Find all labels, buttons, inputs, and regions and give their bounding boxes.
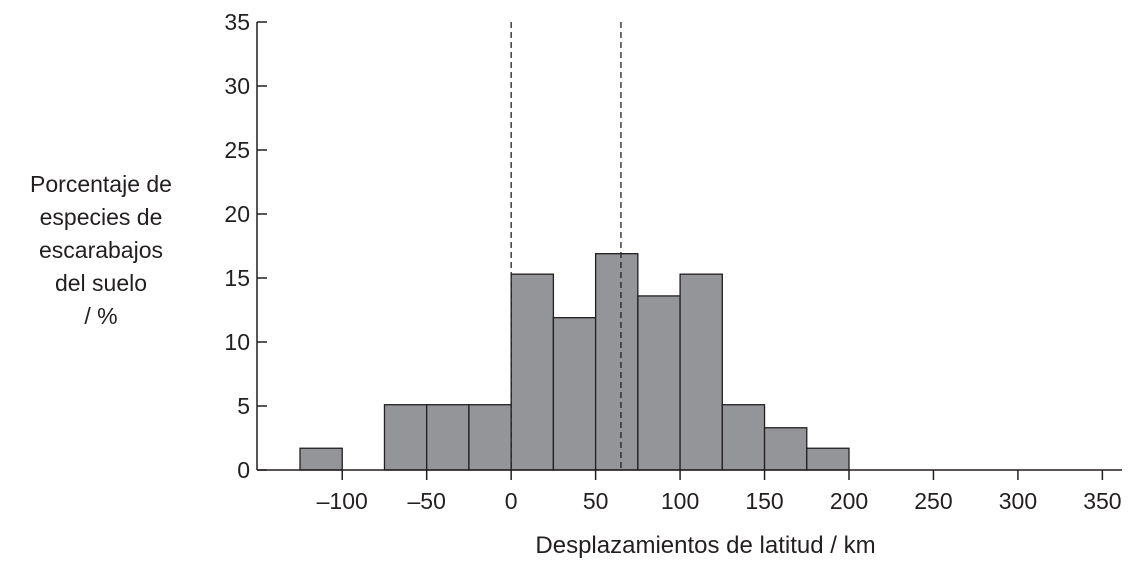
histogram-bar <box>594 253 639 471</box>
y-axis-title: Porcentaje de especies de escarabajos del s… <box>30 171 172 329</box>
x-tick-label: –100 <box>317 488 368 514</box>
histogram-bar <box>552 317 597 471</box>
x-tick-label: 50 <box>583 488 609 514</box>
y-axis-title-line: / % <box>84 303 117 329</box>
y-tick-label: 35 <box>224 9 250 35</box>
y-tick-label: 0 <box>237 457 250 483</box>
x-tick-label: 350 <box>1083 488 1121 514</box>
y-ticks-layer: 0 5 10 15 20 25 30 35 <box>224 9 267 483</box>
x-ticks-layer: –100 –50 0 50 100 150 200 250 300 350 <box>317 470 1122 514</box>
histogram-bar <box>763 427 808 471</box>
histogram-bar <box>721 404 766 471</box>
x-axis-title: Desplazamientos de latitud / km <box>535 532 875 559</box>
bars-layer <box>299 253 850 471</box>
x-tick-label: 300 <box>999 488 1037 514</box>
y-axis-title-line: Porcentaje de <box>30 171 172 197</box>
y-tick-label: 20 <box>224 201 250 227</box>
histogram-bar <box>637 295 681 471</box>
x-tick-label: 0 <box>505 488 518 514</box>
y-axis-title-line: especies de <box>40 204 163 230</box>
histogram-bar <box>806 447 850 471</box>
histogram-bar <box>299 447 343 471</box>
axes-layer <box>256 22 1122 471</box>
x-tick-label: –50 <box>408 488 446 514</box>
y-tick-label: 30 <box>224 73 250 99</box>
histogram-bar <box>510 273 555 471</box>
y-tick-label: 10 <box>224 329 250 355</box>
x-tick-label: 150 <box>745 488 783 514</box>
y-tick-label: 5 <box>237 393 250 419</box>
y-tick-label: 25 <box>224 137 250 163</box>
y-axis-title-line: escarabajos <box>39 237 163 263</box>
reference-lines-layer <box>510 22 622 470</box>
x-tick-label: 250 <box>914 488 952 514</box>
x-tick-label: 100 <box>661 488 699 514</box>
histogram-bar <box>426 404 470 471</box>
histogram-bar <box>679 273 723 471</box>
y-axis-title-line: del suelo <box>55 270 147 296</box>
x-tick-label: 200 <box>830 488 868 514</box>
histogram-bar <box>468 404 512 471</box>
histogram-bar <box>383 404 428 471</box>
y-tick-label: 15 <box>224 265 250 291</box>
